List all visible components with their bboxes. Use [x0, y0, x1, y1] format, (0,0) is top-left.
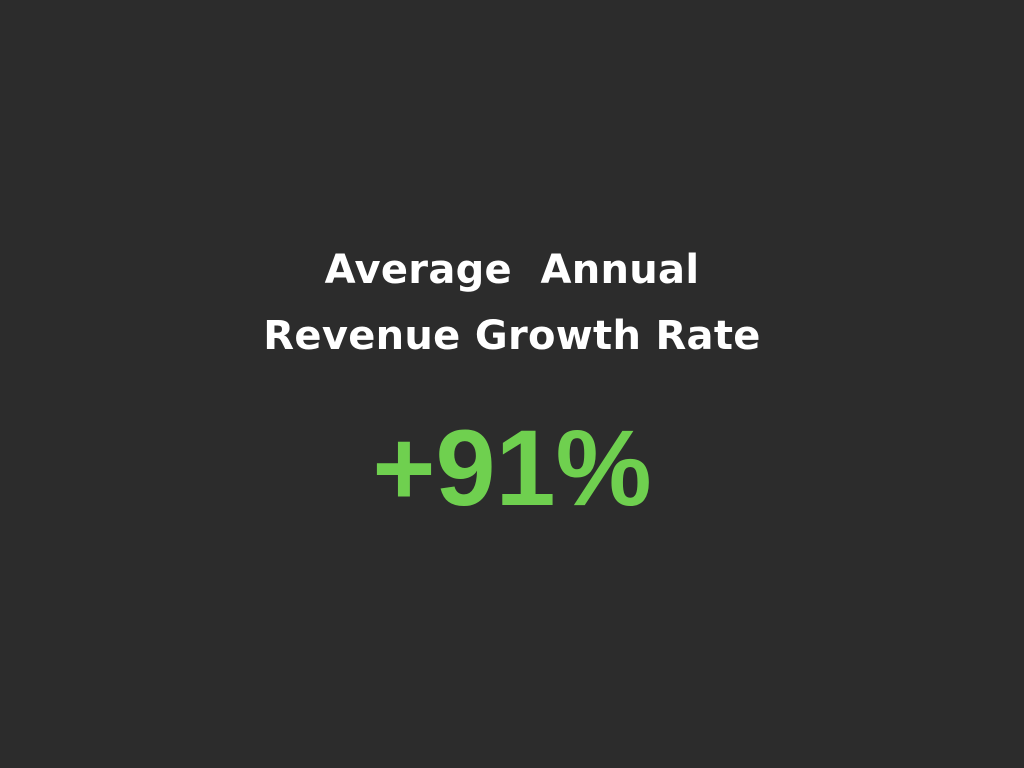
growth-rate-value: +91%: [372, 407, 652, 528]
stat-title-line-2: Revenue Growth Rate: [263, 313, 761, 359]
stat-title-line-1: Average Annual: [324, 247, 700, 293]
